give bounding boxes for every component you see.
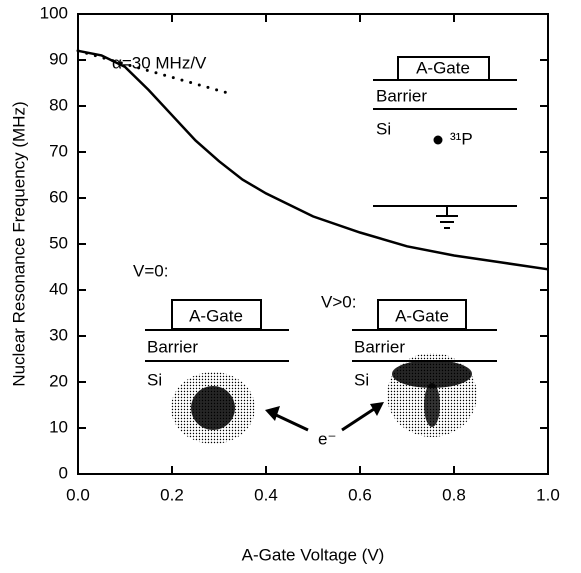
y-tick-label: 20	[49, 371, 68, 390]
annotation: α=30 MHz/V	[112, 53, 207, 72]
series-line	[77, 49, 549, 271]
x-tick-label: 0.2	[160, 485, 184, 504]
y-tick-label: 70	[49, 141, 68, 160]
label: ³¹P	[450, 129, 473, 148]
label: A-Gate	[395, 306, 449, 325]
label: V>0:	[321, 292, 356, 311]
y-tick-label: 10	[49, 417, 68, 436]
y-tick-label: 100	[40, 3, 68, 22]
y-tick-label: 90	[49, 49, 68, 68]
electron-cloud-core	[191, 386, 235, 430]
x-tick-label: 1.0	[536, 485, 560, 504]
annotation: e⁻	[318, 429, 336, 448]
label: Barrier	[354, 337, 405, 356]
atom	[433, 135, 443, 145]
y-axis-label: Nuclear Resonance Frequency (MHz)	[9, 101, 28, 386]
label: Barrier	[147, 337, 198, 356]
label: Si	[147, 370, 162, 389]
label: Si	[376, 119, 391, 138]
y-tick-label: 30	[49, 325, 68, 344]
y-tick-label: 0	[59, 463, 68, 482]
label: A-Gate	[416, 58, 470, 77]
x-tick-label: 0.4	[254, 485, 278, 504]
inset-right: V>0: A-Gate Barrier Si	[321, 292, 497, 437]
x-axis-label: A-Gate Voltage (V)	[242, 545, 385, 564]
electron-cloud-tail	[424, 383, 440, 427]
label: Barrier	[376, 86, 427, 105]
label: V=0:	[133, 261, 168, 280]
y-tick-label: 40	[49, 279, 68, 298]
series-line	[76, 49, 235, 96]
y-tick-label: 50	[49, 233, 68, 252]
inset-top: A-Gate Barrier Si ³¹P	[373, 56, 517, 229]
x-tick-label: 0.0	[66, 485, 90, 504]
label: Si	[354, 370, 369, 389]
plot-frame	[77, 13, 549, 475]
arrows	[265, 402, 384, 432]
label: A-Gate	[189, 306, 243, 325]
inset-left: V=0: A-Gate Barrier Si	[133, 261, 289, 444]
electron-cloud-core	[392, 360, 472, 388]
x-tick-label: 0.8	[442, 485, 466, 504]
y-tick-label: 80	[49, 95, 68, 114]
x-tick-label: 0.6	[348, 485, 372, 504]
y-tick-label: 60	[49, 187, 68, 206]
